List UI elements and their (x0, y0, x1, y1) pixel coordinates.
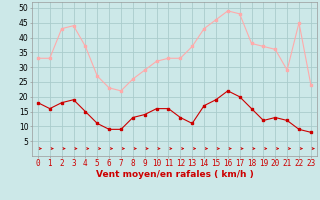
X-axis label: Vent moyen/en rafales ( km/h ): Vent moyen/en rafales ( km/h ) (96, 170, 253, 179)
